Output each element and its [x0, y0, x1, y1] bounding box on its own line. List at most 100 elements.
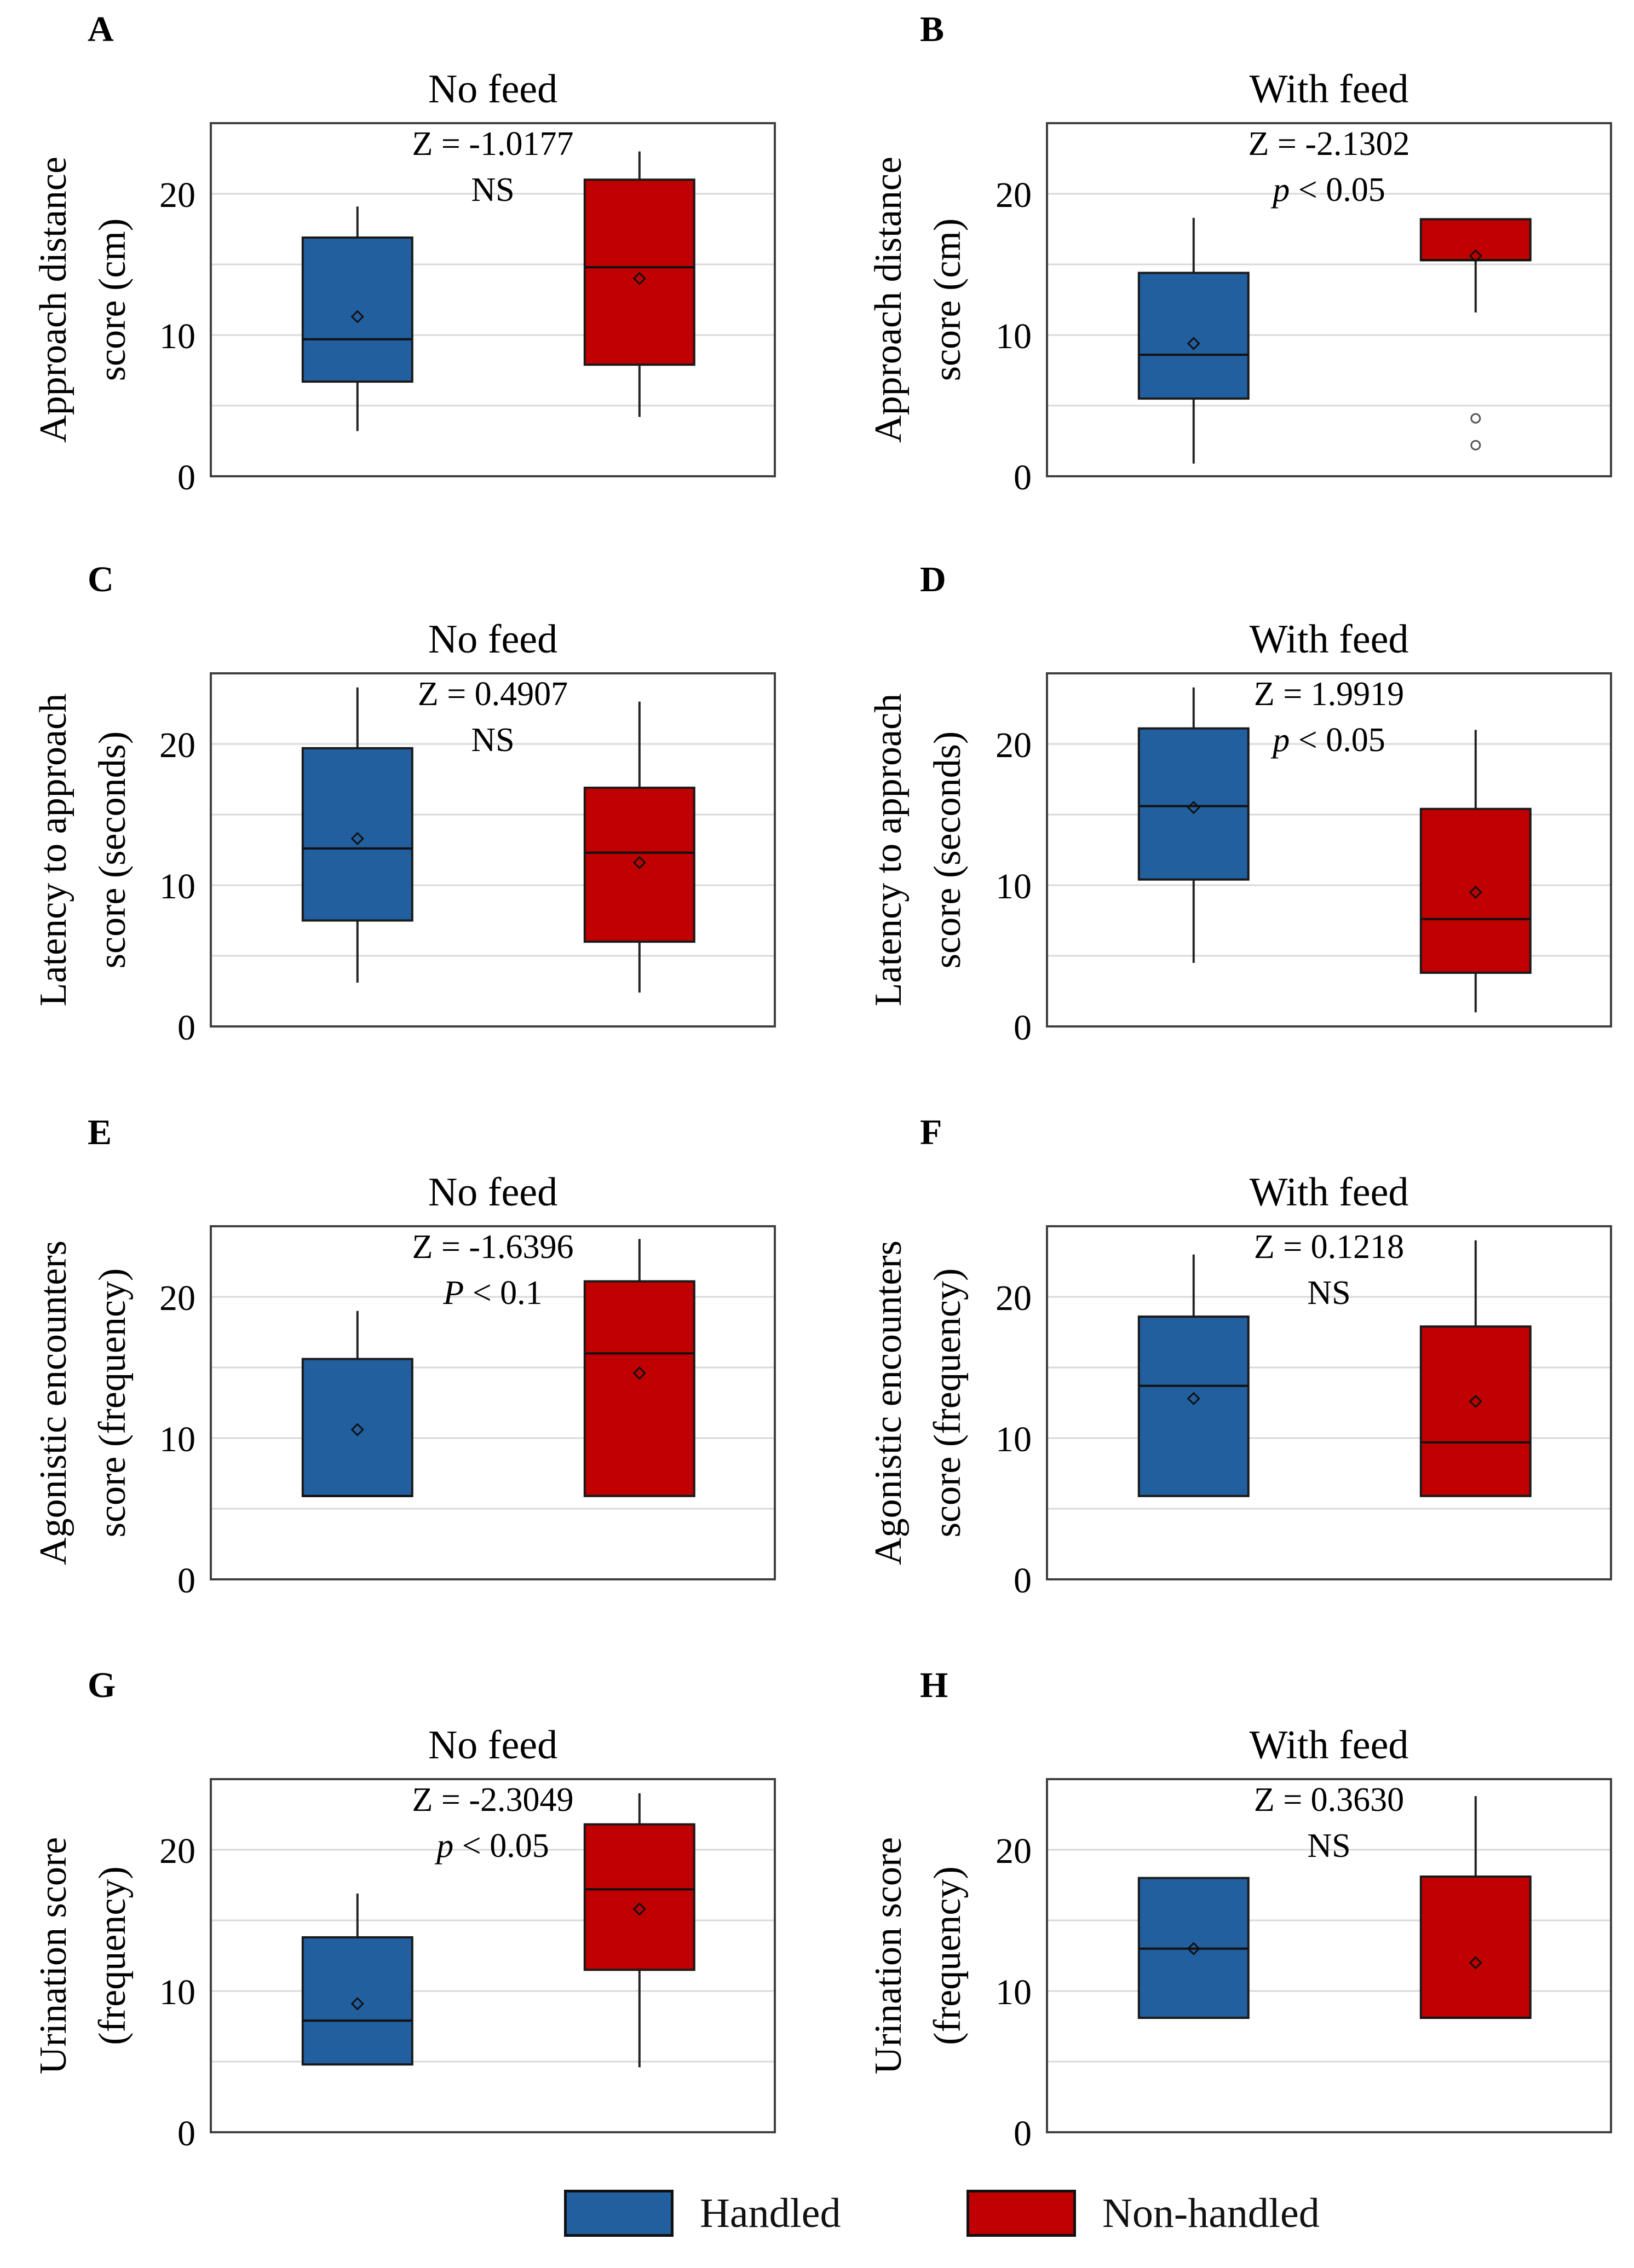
- outlier-point-non-handled: [1470, 440, 1481, 451]
- stat-z-value-g: Z = -2.3049: [412, 1781, 574, 1819]
- y-tick-label: 0: [1014, 1561, 1032, 1601]
- panel-title-c: No feed: [428, 617, 557, 662]
- panel-g: G No feed 0 10 20 Urination score (frequency) Z…: [32, 1665, 776, 2154]
- significance-threshold: < 0.1: [464, 1274, 542, 1312]
- panel-title-e: No feed: [428, 1170, 557, 1215]
- y-axis-label-line: score (frequency): [927, 1268, 969, 1538]
- y-tick-label: 20: [159, 1831, 195, 1871]
- mean-marker-handled: [350, 1423, 364, 1436]
- y-tick-label: 20: [996, 1278, 1032, 1318]
- y-tick-label: 20: [159, 1278, 195, 1318]
- legend-label-non-handled: Non-handled: [1102, 2190, 1320, 2236]
- y-tick-label: 20: [996, 175, 1032, 215]
- box-non-handled: [583, 786, 695, 943]
- legend-item-handled: Handled: [564, 2189, 841, 2238]
- y-tick-label: 0: [177, 1561, 195, 1601]
- y-axis-label-line: score (frequency): [91, 1268, 134, 1538]
- mean-marker-handled: [350, 832, 364, 845]
- significance-threshold: < 0.05: [1290, 171, 1385, 209]
- panel-h: H With feed 0 10 20 Urination score (frequency…: [867, 1665, 1612, 2154]
- mean-marker-non-handled: [632, 1366, 646, 1380]
- plot-frame-b: [1046, 122, 1612, 477]
- stat-significance-d: p < 0.05: [1270, 722, 1385, 759]
- box-handled: [301, 1936, 413, 2066]
- legend-item-non-handled: Non-handled: [966, 2189, 1320, 2238]
- significance-symbol: P: [442, 1274, 464, 1312]
- stat-z-value-f: Z = 0.1218: [1254, 1228, 1404, 1266]
- panel-letter-h: H: [920, 1665, 948, 1705]
- y-tick-label: 10: [159, 316, 195, 356]
- panel-f: F With feed 0 10 20 Agonistic encounters score…: [867, 1112, 1612, 1601]
- box-handled: [1137, 272, 1250, 400]
- y-tick-label: 0: [1014, 1008, 1032, 1048]
- stat-significance-g: p < 0.05: [434, 1827, 549, 1865]
- mean-marker-non-handled: [1469, 249, 1482, 263]
- significance-threshold: < 0.05: [453, 1827, 549, 1865]
- stat-z-value-h: Z = 0.3630: [1254, 1781, 1404, 1819]
- y-axis-label-line: Agonistic encounters: [867, 1240, 910, 1565]
- plot-frame-g: [210, 1778, 776, 2133]
- y-tick-label: 10: [159, 1972, 195, 2012]
- box-non-handled: [583, 1823, 695, 1971]
- stat-z-value-a: Z = -1.0177: [412, 125, 574, 163]
- panel-title-b: With feed: [1250, 67, 1409, 112]
- y-axis-label-line: (frequency): [91, 1866, 134, 2045]
- y-tick-label: 10: [159, 1419, 195, 1459]
- significance-symbol: p: [1270, 171, 1290, 209]
- y-axis-label-line: Approach distance: [32, 157, 74, 443]
- y-tick-label: 20: [159, 175, 195, 215]
- y-axis-label-line: Urination score: [32, 1837, 74, 2074]
- panel-title-d: With feed: [1250, 617, 1409, 662]
- y-tick-label: 0: [177, 1008, 195, 1048]
- y-tick-label: 0: [177, 458, 195, 498]
- box-handled: [1137, 1315, 1250, 1497]
- y-axis-label-line: Approach distance: [867, 157, 910, 443]
- panel-c: C No feed 0 10 20 Latency to approach score (s…: [32, 559, 776, 1048]
- box-handled: [1137, 727, 1250, 881]
- mean-marker-non-handled: [1469, 1956, 1482, 1970]
- panel-title-g: No feed: [428, 1723, 557, 1768]
- panel-a: A No feed 0 10 20 Approach distance score (cm)…: [32, 9, 776, 498]
- stat-z-value-c: Z = 0.4907: [418, 676, 568, 713]
- panel-d: D With feed 0 10 20 Latency to approach score …: [867, 559, 1612, 1048]
- panel-letter-d: D: [920, 559, 946, 599]
- box-non-handled: [583, 1280, 695, 1497]
- outlier-point-non-handled: [1470, 413, 1481, 424]
- box-handled: [301, 1358, 413, 1497]
- stat-z-value-d: Z = 1.9919: [1254, 676, 1404, 713]
- legend-swatch-handled: [564, 2190, 674, 2237]
- plot-frame-c: [210, 672, 776, 1028]
- y-tick-label: 0: [1014, 2114, 1032, 2154]
- panel-b: B With feed 0 10 20 Approach distance score (c…: [867, 9, 1612, 498]
- mean-marker-handled: [350, 1997, 364, 2011]
- mean-marker-handled: [1187, 1942, 1200, 1955]
- mean-marker-handled: [1187, 1392, 1200, 1405]
- stat-significance-c: NS: [471, 722, 514, 759]
- mean-marker-handled: [1187, 800, 1200, 815]
- y-axis-label-line: score (cm): [927, 218, 969, 381]
- panel-letter-f: F: [920, 1112, 942, 1152]
- box-non-handled: [1419, 807, 1532, 974]
- stat-significance-e: P < 0.1: [442, 1274, 542, 1312]
- stat-z-value-b: Z = -2.1302: [1248, 125, 1410, 163]
- y-tick-label: 10: [996, 867, 1032, 907]
- y-tick-label: 10: [996, 1972, 1032, 2012]
- panel-title-h: With feed: [1250, 1723, 1409, 1768]
- significance-threshold: < 0.05: [1290, 722, 1385, 759]
- y-tick-label: 10: [996, 316, 1032, 356]
- panel-letter-g: G: [88, 1665, 116, 1705]
- panel-letter-a: A: [88, 9, 114, 49]
- mean-marker-non-handled: [1469, 885, 1482, 899]
- mean-marker-non-handled: [632, 272, 646, 285]
- y-axis-label-line: Latency to approach: [867, 694, 910, 1006]
- mean-marker-non-handled: [632, 856, 646, 869]
- box-non-handled: [1419, 1325, 1532, 1497]
- box-non-handled: [1419, 1875, 1532, 2019]
- box-handled: [301, 747, 413, 922]
- y-axis-label-line: score (seconds): [927, 731, 969, 968]
- plot-frame-h: [1046, 1778, 1612, 2133]
- y-axis-label-line: Urination score: [867, 1837, 910, 2074]
- y-tick-label: 10: [159, 867, 195, 907]
- y-axis-label-line: score (seconds): [91, 731, 134, 968]
